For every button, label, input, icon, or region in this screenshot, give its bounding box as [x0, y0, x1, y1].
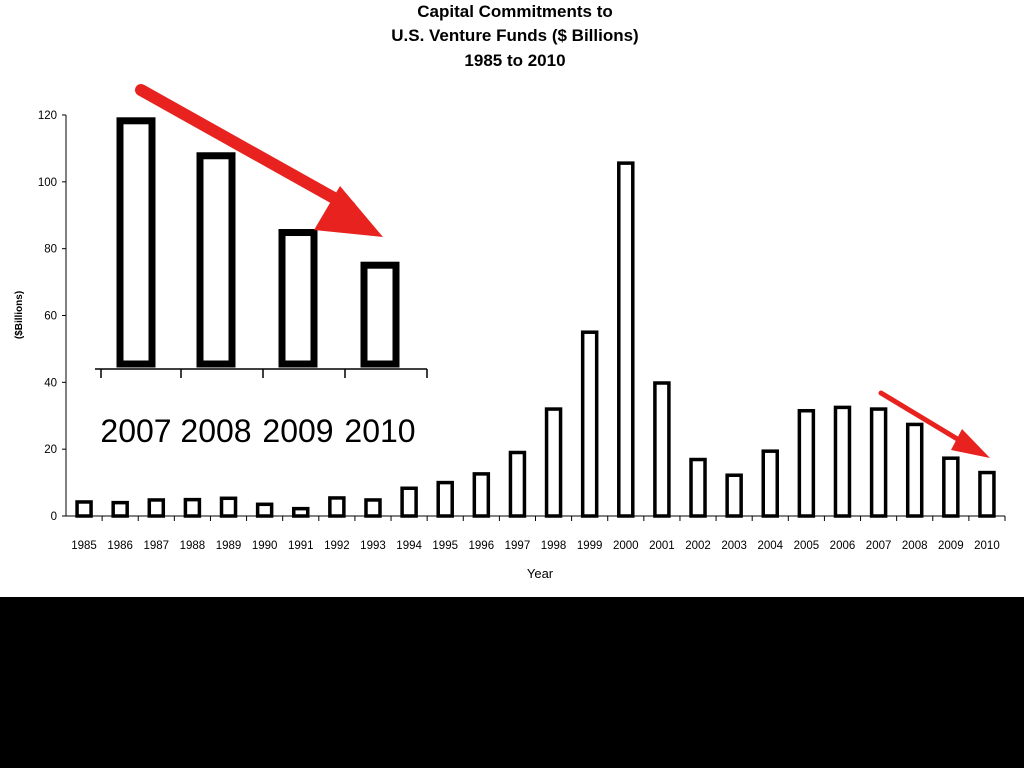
bar-1989 — [219, 496, 238, 518]
y-tick-label: 20 — [44, 444, 57, 456]
bar-2004 — [761, 449, 779, 518]
chart-title-line-1: Capital Commitments to — [417, 2, 613, 21]
x-tick-label-1987: 1987 — [143, 540, 169, 552]
bar-2006 — [833, 405, 852, 518]
bar-1991 — [292, 506, 310, 518]
x-tick-label-1995: 1995 — [432, 540, 458, 552]
small-downtrend-arrow — [878, 390, 990, 458]
x-tick-label-1990: 1990 — [252, 540, 278, 552]
small-arrow-head — [951, 429, 990, 458]
x-tick-label-2002: 2002 — [685, 540, 711, 552]
bar-1990 — [255, 502, 274, 518]
x-tick-label-2007: 2007 — [866, 540, 892, 552]
y-tick-label: 40 — [44, 377, 57, 389]
inset-bar-2007 — [116, 117, 156, 368]
bar-1994 — [400, 486, 418, 518]
slide-background: Capital Commitments to U.S. Venture Fund… — [0, 0, 1024, 597]
bar-2010 — [978, 470, 996, 518]
x-tick-label-1994: 1994 — [396, 540, 422, 552]
x-tick-label-1997: 1997 — [505, 540, 531, 552]
bar-series — [75, 161, 996, 518]
bar-1998 — [544, 407, 563, 518]
inset-bar-2009 — [278, 229, 318, 368]
x-tick-label-2001: 2001 — [649, 540, 675, 552]
x-tick-label-1996: 1996 — [469, 540, 495, 552]
bar-1986 — [111, 500, 129, 518]
inset-bar-series — [116, 117, 400, 368]
bar-1993 — [364, 498, 382, 518]
x-axis-label: Year — [527, 566, 554, 581]
bar-2007 — [869, 407, 888, 518]
large-downtrend-arrow — [135, 84, 383, 237]
y-tick-label: 120 — [38, 110, 57, 122]
bar-2003 — [725, 473, 743, 518]
bar-1996 — [472, 472, 491, 518]
bar-2002 — [689, 457, 707, 518]
x-tick-label-1989: 1989 — [216, 540, 242, 552]
inset-category-labels: 2007 2008 2009 2010 — [100, 413, 415, 449]
x-tick-label-2003: 2003 — [721, 540, 747, 552]
y-tick-label: 0 — [51, 511, 57, 523]
large-arrow-head — [314, 186, 383, 237]
x-tick-label-1992: 1992 — [324, 540, 350, 552]
inset-label-2008: 2008 — [180, 413, 251, 449]
y-axis-label: ($Billions) — [14, 291, 25, 339]
inset-label-2010: 2010 — [344, 413, 415, 449]
bar-2005 — [797, 408, 816, 518]
chart-title-line-3: 1985 to 2010 — [464, 51, 565, 70]
x-tick-label-1998: 1998 — [541, 540, 567, 552]
bar-1995 — [436, 480, 454, 518]
large-arrow-shaft — [135, 84, 356, 213]
x-axis-ticks: 1985 1986 1987 1988 1989 1990 1991 1992 1993 1994… — [71, 516, 1006, 552]
bar-1988 — [183, 497, 202, 518]
bar-1997 — [508, 450, 527, 518]
x-tick-label-2010: 2010 — [974, 540, 1000, 552]
y-tick-label: 60 — [44, 311, 57, 323]
x-tick-label-1991: 1991 — [288, 540, 314, 552]
small-arrow-shaft — [878, 390, 967, 446]
x-tick-label-1999: 1999 — [577, 540, 603, 552]
inset-label-2007: 2007 — [100, 413, 171, 449]
bar-2001 — [653, 381, 671, 518]
x-tick-label-1993: 1993 — [360, 540, 386, 552]
x-tick-label-2006: 2006 — [830, 540, 856, 552]
inset-label-2009: 2009 — [262, 413, 333, 449]
x-tick-label-1988: 1988 — [180, 540, 206, 552]
x-tick-label-2004: 2004 — [757, 540, 783, 552]
y-tick-label: 80 — [44, 244, 57, 256]
inset-zoom-panel: 2007 2008 2009 2010 — [92, 100, 437, 460]
chart-title-line-2: U.S. Venture Funds ($ Billions) — [391, 26, 638, 45]
bar-2000 — [617, 161, 635, 518]
x-tick-label-2000: 2000 — [613, 540, 639, 552]
x-tick-label-2008: 2008 — [902, 540, 928, 552]
bar-1999 — [580, 330, 599, 518]
bar-2009 — [942, 456, 960, 518]
bar-1985 — [75, 500, 93, 518]
y-axis-ticks: 0 20 40 60 80 100 120 — [38, 110, 66, 523]
bar-chart: Capital Commitments to U.S. Venture Fund… — [14, 2, 1006, 581]
x-tick-label-1985: 1985 — [71, 540, 97, 552]
bar-2008 — [905, 422, 924, 518]
inset-axis-ticks — [100, 369, 428, 378]
inset-bar-2010 — [360, 261, 400, 368]
inset-bar-2008 — [196, 152, 236, 368]
bar-1992 — [328, 496, 346, 518]
chart-title: Capital Commitments to U.S. Venture Fund… — [391, 2, 638, 70]
bar-1987 — [147, 498, 166, 518]
x-tick-label-2005: 2005 — [794, 540, 820, 552]
x-tick-label-2009: 2009 — [938, 540, 964, 552]
x-tick-label-1986: 1986 — [107, 540, 133, 552]
y-tick-label: 100 — [38, 177, 57, 189]
